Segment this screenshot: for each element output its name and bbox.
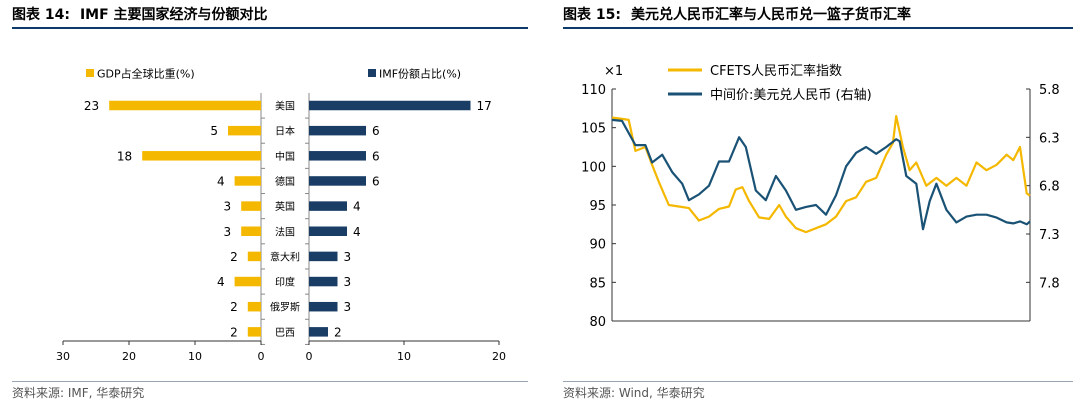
imf-bar xyxy=(309,176,366,186)
right-footer-rule xyxy=(563,381,1073,382)
gdp-axis-tick-label: 10 xyxy=(188,350,202,363)
legend-usdcny-label: 中间价:美元兑人民币 (右轴) xyxy=(710,88,872,103)
left-axis-tick-label: 80 xyxy=(589,315,606,330)
gdp-value-label: 18 xyxy=(117,149,132,163)
imf-value-label: 2 xyxy=(334,325,342,339)
imf-bar xyxy=(309,276,338,287)
gdp-bar xyxy=(247,251,261,262)
category-label: 印度 xyxy=(275,276,295,289)
gdp-bar xyxy=(142,151,261,161)
left-figure-title: 图表 14: IMF 主要国家经济与份额对比 xyxy=(12,4,268,26)
category-label: 意大利 xyxy=(270,250,300,263)
imf-value-label: 6 xyxy=(372,149,380,163)
gdp-value-label: 3 xyxy=(224,200,232,214)
gdp-value-label: 4 xyxy=(217,275,225,289)
gdp-bar xyxy=(241,201,261,211)
legend-swatch-imf xyxy=(368,69,376,77)
gdp-axis-tick-label: 0 xyxy=(258,350,265,363)
left-axis-tick-label: 105 xyxy=(581,122,606,137)
gdp-value-label: 5 xyxy=(210,124,218,138)
imf-bar xyxy=(309,301,338,312)
legend-label-gdp: GDP占全球比重(%) xyxy=(97,67,195,81)
category-label: 美国 xyxy=(275,100,295,113)
imf-bar xyxy=(309,100,471,111)
right-axis-tick-label: 7.8 xyxy=(1039,276,1060,291)
left-axis-tick-label: 95 xyxy=(589,199,606,214)
gdp-value-label: 4 xyxy=(217,174,225,188)
right-title-rule xyxy=(563,27,1073,29)
right-axis-tick-label: 6.8 xyxy=(1039,180,1060,195)
gdp-bar xyxy=(109,100,261,111)
gdp-bar xyxy=(241,226,261,236)
right-figure-label: 图表 15: xyxy=(563,7,621,23)
gdp-value-label: 2 xyxy=(230,250,238,264)
imf-value-label: 4 xyxy=(353,225,361,239)
category-label: 巴西 xyxy=(275,327,295,339)
right-axis-tick-label: 7.3 xyxy=(1039,228,1060,243)
gdp-bar xyxy=(234,276,261,287)
imf-axis-tick-label: 10 xyxy=(397,350,411,363)
imf-value-label: 3 xyxy=(344,300,352,314)
imf-bar xyxy=(309,327,328,337)
left-title-rule xyxy=(12,27,528,29)
left-figure-label: 图表 14: xyxy=(12,7,70,23)
left-axis-tick-label: 110 xyxy=(581,83,606,98)
gdp-bar xyxy=(247,327,261,337)
gdp-bar xyxy=(234,176,261,186)
imf-value-label: 3 xyxy=(344,250,352,264)
category-label: 中国 xyxy=(275,150,295,163)
right-source-note: 资料来源: Wind, 华泰研究 xyxy=(563,386,705,400)
imf-value-label: 6 xyxy=(372,124,380,138)
gdp-value-label: 23 xyxy=(84,99,99,113)
left-axis-tick-label: 90 xyxy=(589,238,606,253)
left-figure-text: IMF 主要国家经济与份额对比 xyxy=(79,7,268,23)
gdp-axis-tick-label: 30 xyxy=(56,350,70,363)
gdp-value-label: 3 xyxy=(224,225,232,239)
legend-cfets-label: CFETS人民币汇率指数 xyxy=(710,63,842,79)
imf-axis-tick-label: 0 xyxy=(306,350,313,363)
imf-value-label: 3 xyxy=(344,275,352,289)
cfets-index-line xyxy=(611,115,1031,234)
imf-bar xyxy=(309,201,347,211)
axis-multiplier-label: ×1 xyxy=(604,64,623,79)
right-axis-tick-label: 6.3 xyxy=(1039,131,1060,146)
gdp-axis-tick-label: 20 xyxy=(122,350,136,363)
right-axis-tick-label: 5.8 xyxy=(1039,83,1060,98)
imf-bar xyxy=(309,226,347,236)
imf-axis-tick-label: 20 xyxy=(492,350,506,363)
legend-swatch-gdp xyxy=(86,69,94,77)
left-axis-tick-label: 100 xyxy=(581,160,606,175)
imf-value-label: 4 xyxy=(353,200,361,214)
imf-bar xyxy=(309,125,366,136)
category-label: 日本 xyxy=(275,125,295,138)
gdp-bar xyxy=(228,125,261,136)
imf-bar xyxy=(309,151,366,161)
category-label: 德国 xyxy=(275,175,295,188)
gdp-value-label: 2 xyxy=(230,325,238,339)
legend-label-imf: IMF份额占比(%) xyxy=(379,67,461,81)
left-source-note: 资料来源: IMF, 华泰研究 xyxy=(12,386,145,400)
category-label: 法国 xyxy=(275,225,295,238)
left-footer-rule xyxy=(12,381,528,382)
right-figure-title: 图表 15: 美元兑人民币汇率与人民币兑一篮子货币汇率 xyxy=(563,4,911,26)
imf-bar xyxy=(309,251,338,262)
category-label: 俄罗斯 xyxy=(270,301,300,314)
line-chart: ×1110105100959085805.86.36.87.37.815-011… xyxy=(581,63,1060,330)
imf-value-label: 17 xyxy=(477,99,492,113)
usdcny-midpoint-line xyxy=(611,118,1031,231)
right-figure-text: 美元兑人民币汇率与人民币兑一篮子货币汇率 xyxy=(630,7,911,23)
category-label: 英国 xyxy=(275,200,295,213)
imf-value-label: 6 xyxy=(372,174,380,188)
gdp-bar xyxy=(247,301,261,312)
gdp-value-label: 2 xyxy=(230,300,238,314)
left-axis-tick-label: 85 xyxy=(589,276,606,291)
